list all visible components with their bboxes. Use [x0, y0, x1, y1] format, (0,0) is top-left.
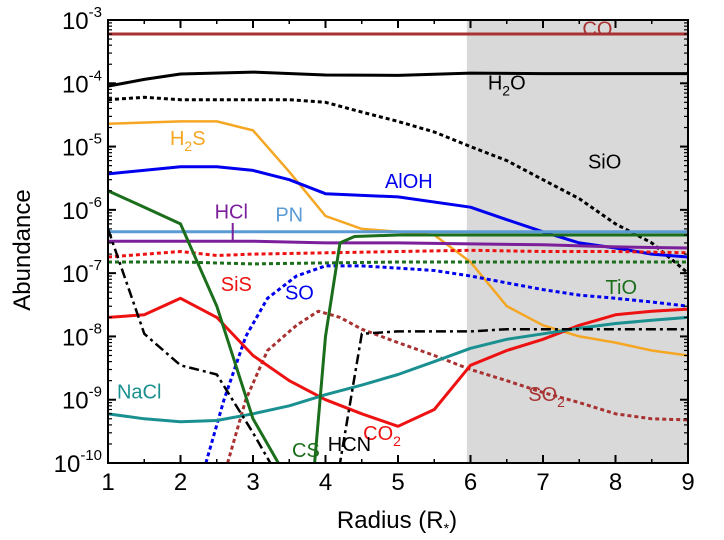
series-label-aloh: AlOH [385, 171, 433, 193]
x-axis-label: Radius (R*) [337, 507, 457, 536]
y-tick-label: 10-5 [62, 131, 102, 162]
series-layer [108, 32, 688, 463]
y-tick-label: 10-10 [54, 447, 102, 478]
x-tick-label: 1 [101, 469, 114, 496]
series-label-pn: PN [275, 204, 303, 226]
series-line-sio [108, 95, 688, 275]
x-tick-label: 9 [681, 469, 694, 496]
series-line-tio [108, 260, 688, 266]
x-tick-label: 8 [609, 469, 622, 496]
series-label-hcl: HCl [215, 202, 248, 224]
y-axis-label: Abundance [9, 189, 36, 310]
y-tick-label: 10-8 [62, 320, 102, 351]
series-line-h2o [108, 70, 688, 88]
series-label-h2o: H2O [488, 72, 526, 98]
series-line-cs [108, 189, 688, 463]
series-label-cs: CS [292, 440, 320, 462]
series-labels-layer: CO H2O H2S SiO AlOH HCl PN SiS SO TiO NaCl SO2 CO2HC… [117, 18, 637, 461]
x-tick-label: 2 [174, 469, 187, 496]
series-line-hcn [108, 228, 688, 463]
series-label-sio: SiO [588, 152, 621, 174]
x-tick-label: 5 [391, 469, 404, 496]
series-line-sis [108, 248, 688, 259]
x-tick-label: 6 [464, 469, 477, 496]
axes-layer: 1 2 3 4 5 6 7 8 9 10-10 10-9 10-8 10-7 10-6 10-5 10-4 10… [54, 4, 695, 496]
series-label-tio: TiO [606, 277, 637, 299]
x-tick-label: 7 [536, 469, 549, 496]
series-label-sis: SiS [221, 274, 252, 296]
series-label-co: CO [582, 18, 612, 40]
y-tick-label: 10-7 [62, 257, 102, 288]
x-tick-label: 3 [246, 469, 259, 496]
series-line-co2 [108, 296, 688, 428]
x-tick-label: 4 [319, 469, 332, 496]
series-line-h2s [108, 120, 688, 357]
series-line-so2 [226, 309, 688, 463]
series-line-so [204, 264, 688, 463]
series-line-nacl [108, 315, 688, 424]
series-line-hcl [108, 239, 688, 250]
y-tick-label: 10-3 [62, 4, 102, 35]
y-tick-label: 10-6 [62, 194, 102, 225]
series-label-nacl: NaCl [117, 381, 161, 403]
y-tick-label: 10-4 [62, 67, 102, 98]
series-label-co2: CO2 [363, 423, 401, 449]
y-tick-label: 10-9 [62, 384, 102, 415]
series-label-so2: SO2 [528, 384, 565, 410]
series-label-hcn: HCN [328, 434, 371, 456]
series-label-so: SO [285, 283, 314, 305]
series-label-h2s: H2S [170, 128, 206, 154]
